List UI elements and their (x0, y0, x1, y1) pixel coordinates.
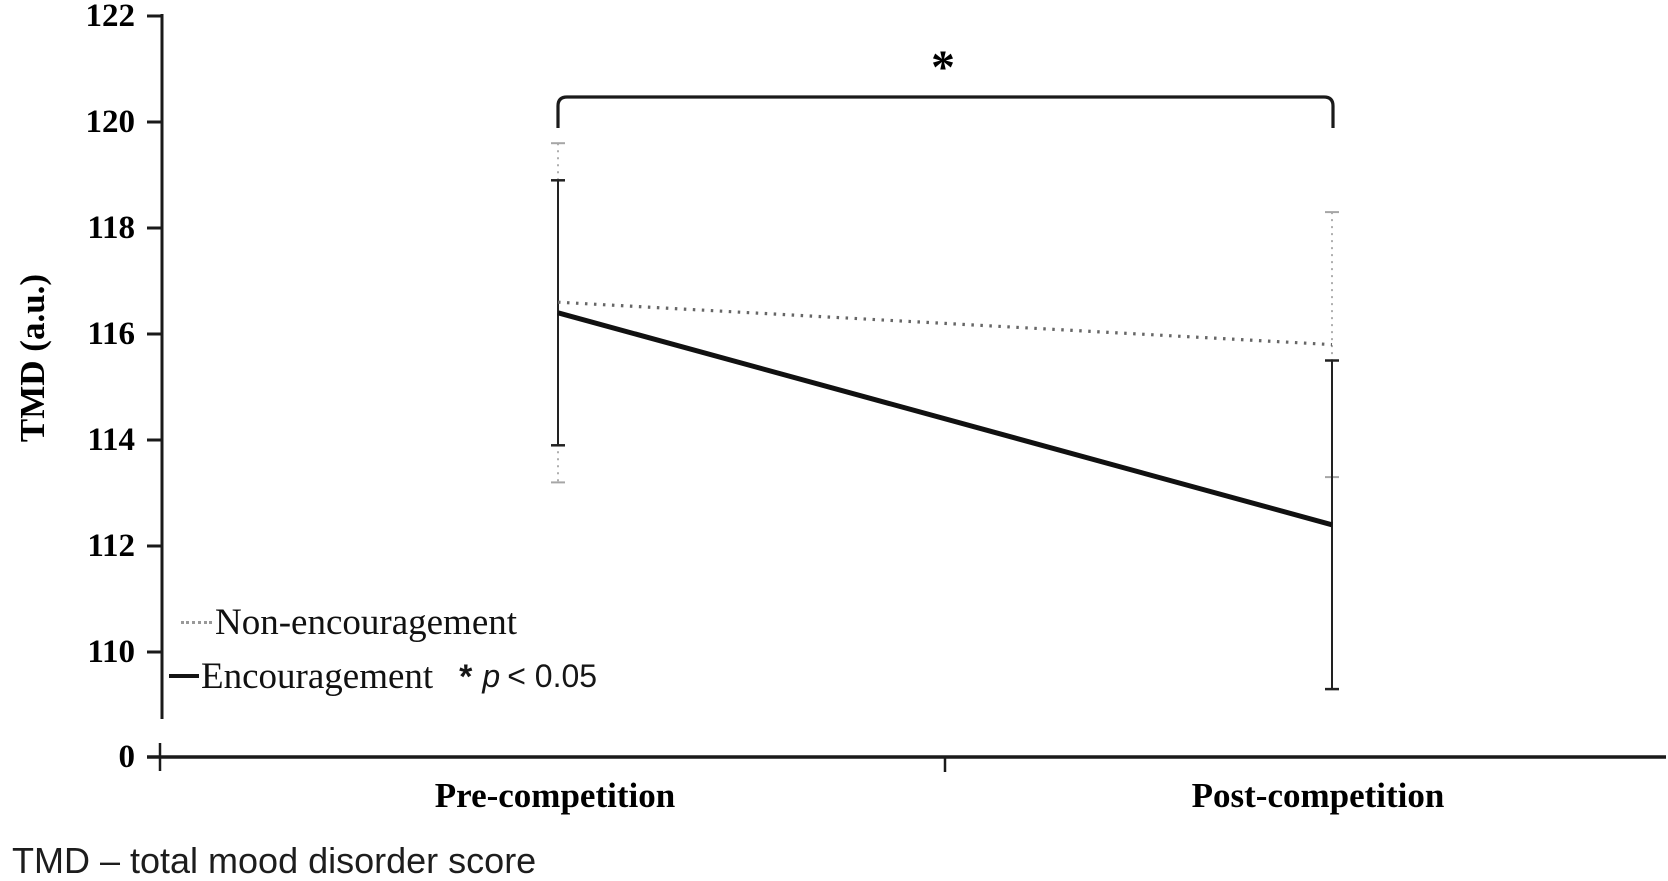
significance-note: * p < 0.05 (459, 657, 597, 696)
legend-item-non-encouragement: Non-encouragement (181, 600, 517, 644)
y-tick-label: 122 (85, 0, 136, 34)
significance-note-p: p (482, 657, 501, 694)
y-tick-label: 120 (85, 104, 136, 140)
y-axis-title: TMD (a.u.) (13, 273, 52, 443)
significance-bracket (556, 95, 1335, 128)
footnote: TMD – total mood disorder score (12, 840, 537, 881)
significance-asterisk: * (931, 41, 955, 94)
x-label-pre-competition: Pre-competition (434, 776, 676, 815)
dotted-line-swatch (181, 620, 212, 624)
legend-item-encouragement: Encouragement * p < 0.05 (169, 654, 597, 698)
y-tick-label: 112 (87, 528, 135, 564)
solid-line-swatch (169, 674, 199, 678)
y-tick-label: 116 (87, 316, 135, 352)
x-label-post-competition: Post-competition (1191, 776, 1445, 815)
significance-note-threshold: < 0.05 (507, 657, 598, 694)
series-line-non-encouragement (557, 300, 1333, 347)
y-tick-label: 114 (87, 422, 135, 458)
y-tick-label: 118 (87, 210, 135, 246)
legend-label-encouragement: Encouragement (201, 655, 434, 697)
y-tick-label: 110 (87, 634, 135, 670)
significance-note-asterisk: * (459, 657, 473, 696)
y-axis-zero-label: 0 (118, 739, 136, 775)
legend-label-non-encouragement: Non-encouragement (215, 601, 518, 643)
series-line-encouragement (557, 310, 1333, 528)
